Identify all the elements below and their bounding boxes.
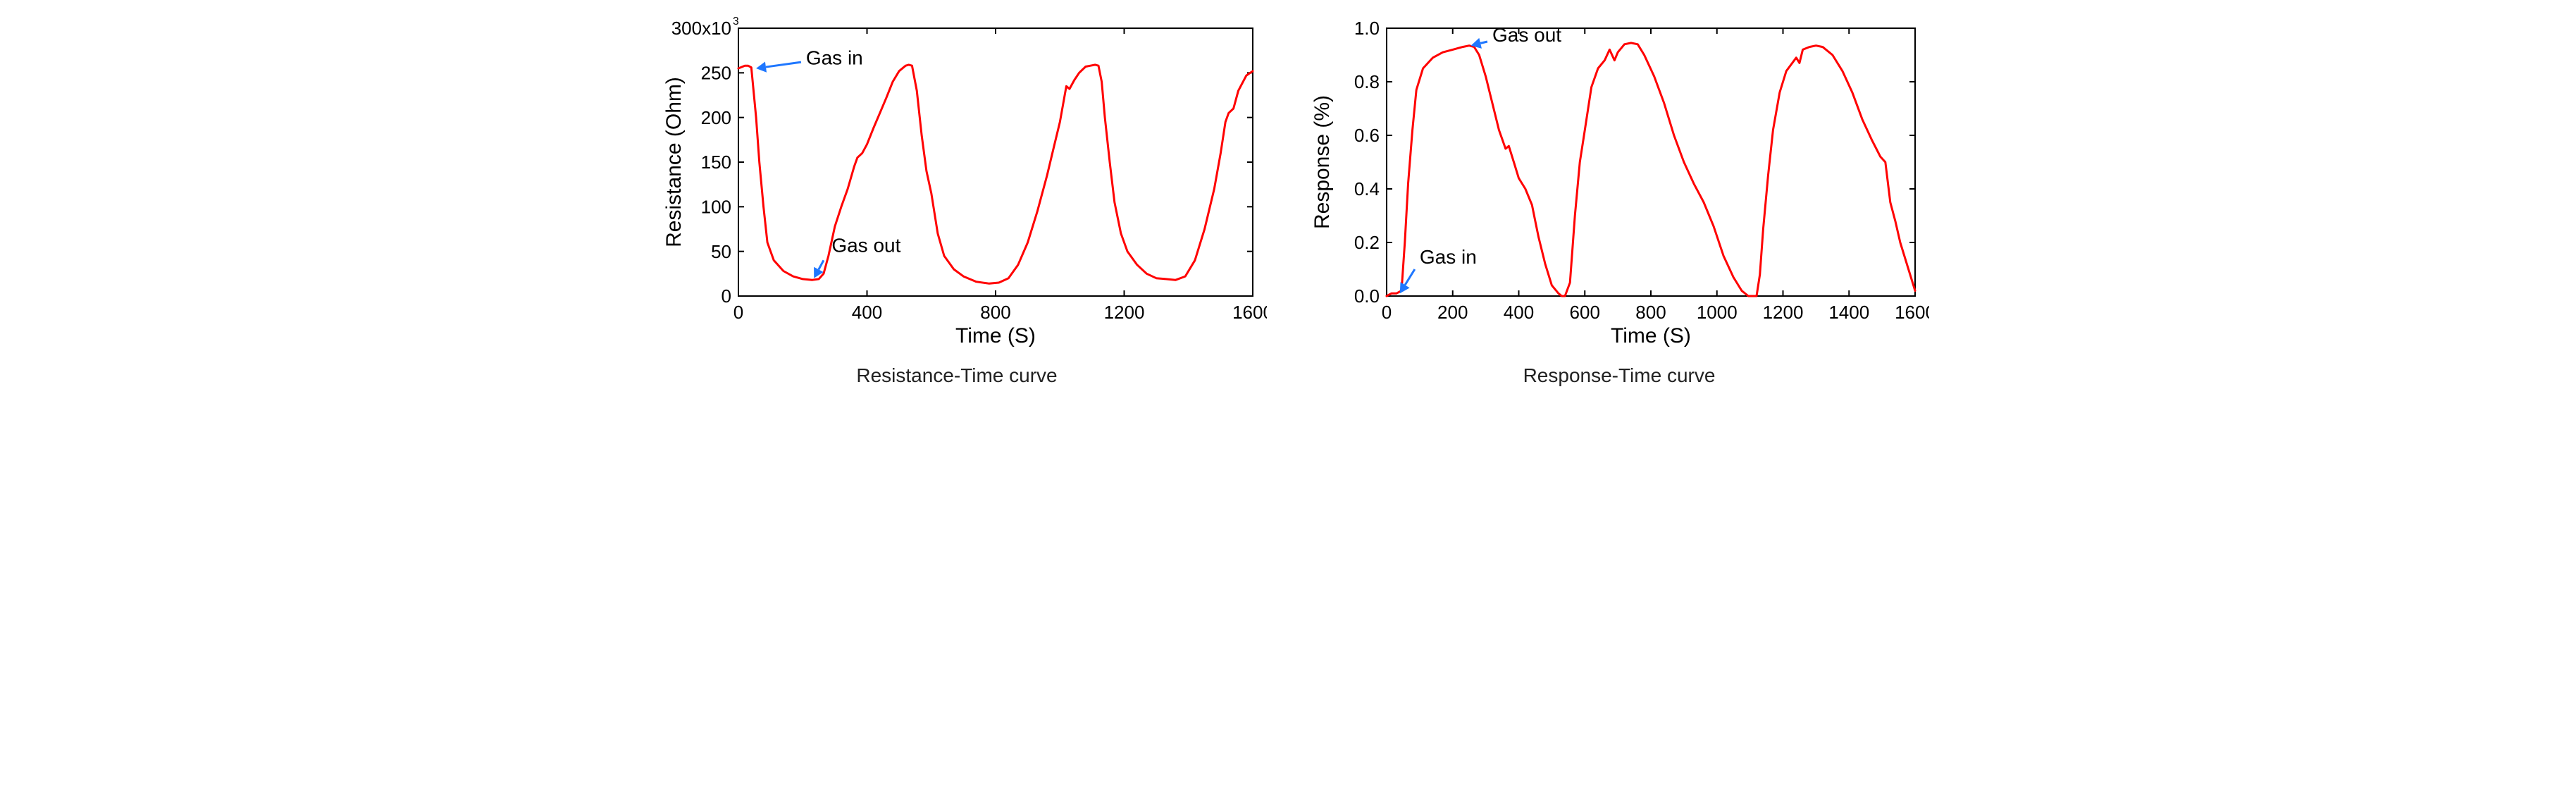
response-chart-xtick-label: 1200 — [1763, 302, 1804, 323]
chart-left-block: 0 400 800 1200 1600 Time (S) 0 50 100 150 200 250 30… — [647, 14, 1267, 387]
resistance-chart-ytick-label: 100 — [701, 196, 731, 217]
resistance-chart-ytick-label: 250 — [701, 62, 731, 83]
resistance-chart-xtick-label: 800 — [980, 302, 1010, 323]
response-chart-ytick-label: 0.6 — [1354, 125, 1380, 146]
resistance-chart-xlabel: Time (S) — [955, 324, 1036, 347]
response-chart-ytick-label: 0.2 — [1354, 232, 1380, 253]
response-chart-annotation-gas-out-label: Gas out — [1492, 24, 1561, 46]
response-chart-xlabel: Time (S) — [1611, 324, 1691, 347]
resistance-chart-ytick-label: 50 — [711, 241, 731, 262]
response-chart-ytick-label: 0.8 — [1354, 71, 1380, 92]
response-chart-ylabel: Response (%) — [1311, 95, 1334, 229]
resistance-chart-annotation-gas-in-label: Gas in — [806, 47, 863, 69]
response-chart-xtick-label: 1400 — [1828, 302, 1869, 323]
resistance-chart-ylabel: Resistance (Ohm) — [662, 77, 686, 247]
response-chart-ytick-label: 0.4 — [1354, 178, 1380, 199]
response-chart-xtick-label: 0 — [1382, 302, 1392, 323]
resistance-chart-svg: 0 400 800 1200 1600 Time (S) 0 50 100 150 200 250 30… — [647, 14, 1267, 352]
response-chart-annotation-gas-in-label: Gas in — [1420, 246, 1477, 268]
resistance-chart-ytick-label: 0 — [722, 285, 731, 307]
response-chart-xtick-label: 400 — [1504, 302, 1534, 323]
resistance-chart-xtick-label: 1200 — [1104, 302, 1145, 323]
response-chart-xtick-label: 600 — [1570, 302, 1600, 323]
resistance-chart-xtick-label: 0 — [733, 302, 743, 323]
chart-left-caption: Resistance-Time curve — [856, 364, 1057, 387]
resistance-time-chart: 0 400 800 1200 1600 Time (S) 0 50 100 150 200 250 30… — [647, 14, 1267, 356]
resistance-chart-xtick-label: 1600 — [1232, 302, 1267, 323]
response-chart-xtick-label: 800 — [1635, 302, 1666, 323]
response-chart-xtick-label: 1600 — [1895, 302, 1929, 323]
response-chart-svg: 0 200 400 600 800 1000 1200 1400 1600 Time (S) 0.0… — [1309, 14, 1929, 352]
response-chart-xtick-label: 200 — [1437, 302, 1468, 323]
resistance-chart-ytick-label: 150 — [701, 152, 731, 173]
resistance-chart-annotation-gas-out-label: Gas out — [831, 235, 900, 257]
response-time-chart: 0 200 400 600 800 1000 1200 1400 1600 Time (S) 0.0… — [1309, 14, 1929, 356]
resistance-chart-y-exponent: 3 — [733, 16, 739, 27]
resistance-chart-ytick-label: 300x10 — [671, 18, 731, 39]
resistance-chart-xtick-label: 400 — [852, 302, 882, 323]
chart-right-caption: Response-Time curve — [1523, 364, 1716, 387]
response-chart-ytick-label: 1.0 — [1354, 18, 1380, 39]
chart-right-block: 0 200 400 600 800 1000 1200 1400 1600 Time (S) 0.0… — [1309, 14, 1929, 387]
response-chart-xtick-label: 1000 — [1697, 302, 1738, 323]
charts-row: 040080012001600Time (S)05010015020025030… — [14, 14, 2562, 387]
resistance-chart-ytick-label: 200 — [701, 107, 731, 128]
response-chart-ytick-label: 0.0 — [1354, 285, 1380, 307]
